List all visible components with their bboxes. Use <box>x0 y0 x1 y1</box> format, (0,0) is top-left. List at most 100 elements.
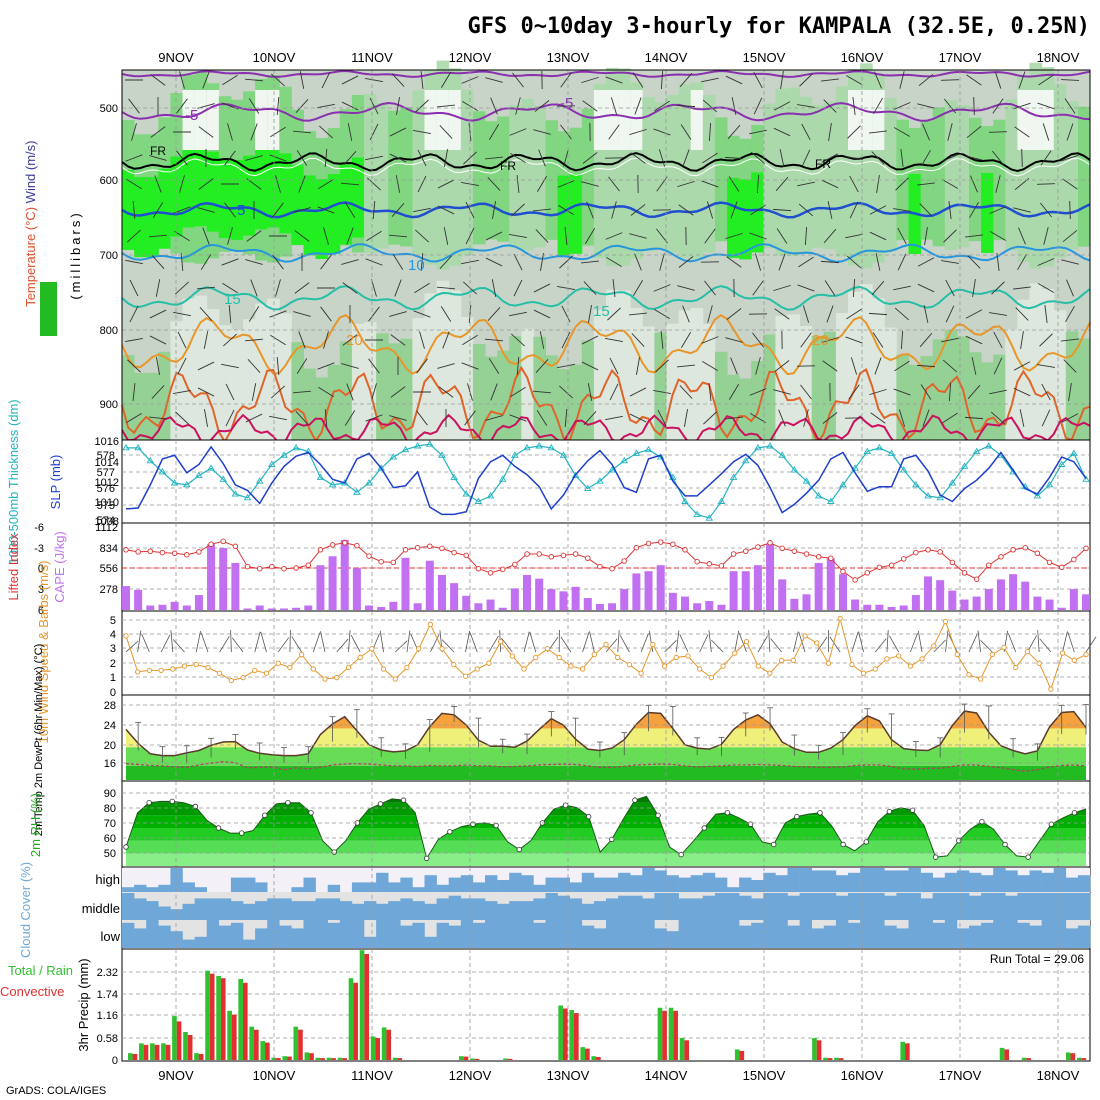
wind-barb <box>1042 123 1050 141</box>
wind-barb <box>734 630 740 653</box>
cloud-bar-middle <box>835 895 849 920</box>
rh-point <box>771 841 777 848</box>
rh-dry <box>690 90 704 150</box>
precip-total-bar <box>337 1057 343 1060</box>
cape-bar <box>741 571 750 610</box>
cape-bar <box>340 539 349 610</box>
wind-barb <box>341 75 359 85</box>
wind-barb <box>993 357 1003 375</box>
thickness-point <box>511 451 519 458</box>
rh-point <box>1002 841 1008 848</box>
rh-lower <box>376 333 389 440</box>
wind-barb <box>440 306 452 322</box>
rh-point <box>724 810 731 816</box>
wind-barb <box>659 253 665 271</box>
wind-barb <box>564 408 568 428</box>
cloud-bar-middle <box>920 898 933 920</box>
rh-lower <box>255 303 268 440</box>
wind-barb <box>829 636 841 653</box>
tick-label: -3 <box>34 543 44 555</box>
wind-barb <box>509 128 527 136</box>
wind-speed-point <box>615 654 621 661</box>
wind-barb <box>916 364 936 368</box>
lifted-index-point <box>135 549 141 555</box>
wind-barb <box>175 281 189 295</box>
wind-barb <box>132 200 136 220</box>
bottom-date-label: 18NOV <box>1037 1068 1080 1083</box>
wind-barb <box>581 181 599 187</box>
wind-barb <box>648 630 654 653</box>
tick-label: 576 <box>97 483 115 495</box>
precip-total-bar <box>216 975 221 1060</box>
cloud-bar-low <box>557 920 570 948</box>
cloud-bar-low <box>848 922 861 948</box>
wind-barb <box>227 227 233 245</box>
wind-barb <box>711 639 724 653</box>
wind-barb <box>582 632 590 653</box>
wind-barb <box>269 310 287 318</box>
precip-panel: 2.321.741.160.580 Total / Rain Convectiv… <box>0 948 1091 1067</box>
precip-total-bar <box>668 1007 674 1060</box>
rh-lower <box>533 336 546 440</box>
cloud-bar-high <box>146 887 159 892</box>
rh-dry <box>860 90 873 150</box>
wind-barb <box>869 205 887 215</box>
rh-band <box>126 853 1086 866</box>
thickness-point <box>401 445 410 453</box>
cloud-bar-high <box>545 877 558 892</box>
wind-barb <box>294 282 310 294</box>
wind-barb <box>852 97 856 115</box>
wind-barb <box>221 258 239 266</box>
cloud-bar-high <box>194 887 207 892</box>
wind-barb <box>417 175 427 193</box>
wind-barb <box>629 387 647 397</box>
wind-barb <box>664 640 677 653</box>
cloud-bar-high <box>388 882 401 892</box>
lifted-index-point <box>220 538 226 545</box>
cloud-bar-low <box>835 920 849 948</box>
tick-label: 1010 <box>95 497 119 509</box>
wind-barb <box>1061 259 1079 265</box>
wind-barb <box>876 175 880 193</box>
wind-barb <box>701 77 719 83</box>
wind-speed-point <box>556 654 562 661</box>
lifted-index-point <box>755 544 761 550</box>
wind-barb <box>320 254 332 270</box>
thickness-point <box>1057 460 1066 467</box>
cloud-bar-low <box>122 922 135 948</box>
wind-barb <box>776 228 788 244</box>
rh-column <box>400 107 413 247</box>
tick-label: 3 <box>110 643 116 655</box>
wind-barb <box>196 286 216 290</box>
wind-barb <box>538 149 546 167</box>
wind-barb <box>799 73 813 87</box>
rh-lower <box>702 323 716 440</box>
wind-barb <box>225 409 235 427</box>
wind-barb <box>617 630 620 653</box>
cloud-bar-high <box>606 877 619 892</box>
contour-label: -5 <box>560 95 573 112</box>
wind-barb <box>1013 387 1031 397</box>
cape-bar <box>535 578 544 610</box>
wind-barb <box>773 284 791 292</box>
cape-bar <box>984 589 993 610</box>
wind-barb <box>244 338 264 342</box>
precip-frame <box>121 948 1091 1062</box>
wind-speed-point <box>591 651 597 658</box>
cape-bar <box>851 599 860 610</box>
wind-speed-point <box>650 641 656 648</box>
wind-barb <box>1061 154 1079 162</box>
wind-barb <box>632 280 644 296</box>
wind-barb <box>1013 286 1031 290</box>
cloud-bar-low <box>714 920 728 948</box>
rh-point <box>123 844 129 850</box>
cloud-bar-high <box>823 870 837 892</box>
cloud-bar-high <box>1029 870 1042 892</box>
wind-speed-point <box>638 670 644 676</box>
precip-ylabel: 3hr Precip (mm) <box>76 958 91 1051</box>
wind-barb <box>801 123 811 141</box>
wind-barb <box>943 98 957 114</box>
